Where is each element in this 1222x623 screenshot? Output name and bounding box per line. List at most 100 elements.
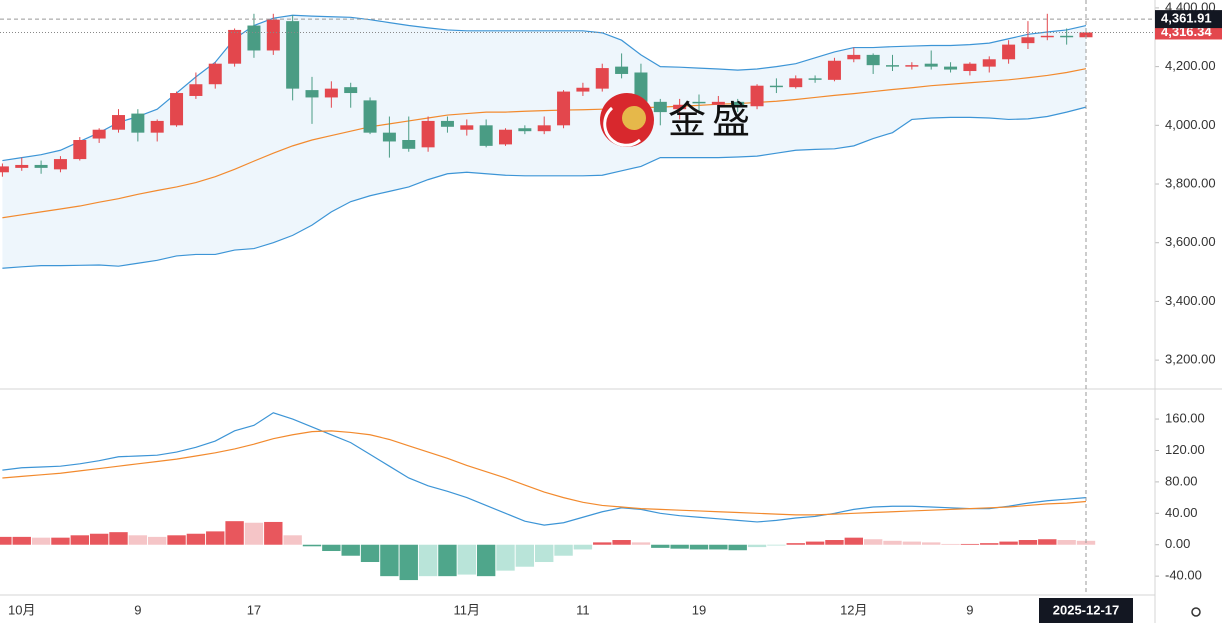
candle-body	[402, 139, 416, 149]
y-tick-label: 160.00	[1165, 410, 1205, 425]
candle-body	[518, 128, 532, 132]
macd-line	[2, 430, 1087, 516]
histogram-bar	[631, 542, 651, 545]
histogram-bar	[805, 541, 825, 545]
histogram-bar	[244, 522, 264, 545]
histogram-bar	[148, 536, 167, 545]
candle-body	[34, 164, 48, 168]
histogram-bar	[12, 536, 31, 545]
y-tick-label: 4,000.00	[1165, 117, 1216, 132]
histogram-bar	[70, 535, 89, 545]
candle-body	[1021, 37, 1035, 44]
x-tick-label: 10月	[8, 602, 35, 617]
histogram-bar	[535, 544, 554, 563]
y-tick-label: -40.00	[1165, 568, 1202, 583]
histogram-bar	[322, 544, 341, 552]
candle-body	[982, 59, 996, 67]
candle-body	[769, 85, 783, 88]
candle-body	[789, 78, 803, 88]
y-tick-label: 4,200.00	[1165, 58, 1216, 73]
watermark: 金盛	[668, 100, 756, 142]
histogram-bar	[960, 543, 980, 545]
histogram-bar	[225, 521, 244, 545]
candle-body	[170, 93, 184, 126]
y-tick-label: 80.00	[1165, 473, 1198, 488]
histogram-bar	[109, 532, 128, 545]
candle-body	[344, 87, 358, 94]
y-tick-label: 120.00	[1165, 442, 1205, 457]
logo: 金盛	[600, 93, 756, 147]
histogram-bar	[206, 531, 225, 545]
candle-body	[305, 90, 319, 98]
settings-eye[interactable]	[1191, 607, 1201, 617]
histogram-bar	[264, 521, 283, 545]
histogram-bar	[341, 544, 360, 556]
histogram-bar	[31, 537, 51, 545]
candle-body	[557, 91, 571, 126]
histogram-bar	[496, 544, 515, 571]
candle-body	[421, 120, 435, 148]
candle-body	[750, 85, 764, 107]
y-tick-label: 0.00	[1165, 536, 1190, 551]
candle-body	[827, 60, 841, 80]
histogram-bar	[902, 541, 922, 545]
histogram-bar	[399, 544, 418, 581]
histogram-bar	[167, 535, 186, 545]
histogram-bar	[51, 537, 70, 545]
candle-body	[0, 166, 9, 173]
candle-body	[499, 129, 512, 145]
histogram-bar	[980, 543, 999, 545]
candle-body	[731, 101, 745, 107]
candle-body	[15, 164, 29, 168]
candle-body	[73, 139, 87, 160]
histogram-bar	[438, 544, 457, 577]
histogram-bar	[863, 539, 883, 545]
logo-coin	[622, 106, 646, 130]
macd-panel: -40.00 0.00 40.00 80.00 120.00 160.00	[0, 410, 1205, 583]
candle-body	[673, 104, 687, 110]
candle-body	[324, 88, 338, 98]
histogram-bar	[612, 540, 631, 545]
band-fill	[2, 15, 1086, 269]
candle-body	[634, 72, 648, 102]
histogram-bar	[360, 544, 380, 563]
crosshair-date-box	[1039, 598, 1133, 623]
histogram-bar	[941, 543, 960, 545]
settings-icon[interactable]	[1191, 607, 1201, 617]
band-line	[2, 68, 1087, 219]
histogram-bar	[999, 541, 1018, 545]
crosshair-price-label: 4,361.91	[1161, 11, 1212, 26]
histogram-bar	[283, 535, 302, 545]
histogram-bar	[128, 535, 148, 545]
candle-body	[595, 68, 609, 89]
candle-body	[615, 66, 629, 74]
candle-body	[944, 66, 958, 70]
x-tick-label: 9	[134, 602, 141, 617]
candle-body	[53, 159, 67, 170]
candle-body	[808, 78, 822, 80]
candle-body	[208, 63, 222, 85]
candle-body	[363, 100, 377, 133]
candle-body	[576, 87, 590, 92]
histogram-bar	[728, 544, 747, 551]
histogram-bar	[418, 544, 438, 577]
histogram-bar	[186, 533, 206, 545]
y-tick-label: 3,200.00	[1165, 352, 1216, 367]
histogram-bar	[883, 540, 902, 545]
macd-line	[2, 412, 1087, 526]
candle-body	[886, 65, 899, 67]
histogram-bar	[844, 537, 863, 545]
candle-body	[150, 120, 164, 133]
histogram-bar	[0, 536, 12, 545]
histogram-bar	[651, 544, 670, 548]
candle-body	[653, 101, 667, 113]
histogram-bar	[593, 542, 612, 545]
histogram-bar	[457, 544, 476, 575]
y-tick-label: 3,400.00	[1165, 293, 1216, 308]
candle-body	[112, 115, 125, 130]
candle-body	[131, 113, 145, 133]
histogram-bar	[825, 540, 844, 545]
histogram-bar	[786, 543, 805, 545]
